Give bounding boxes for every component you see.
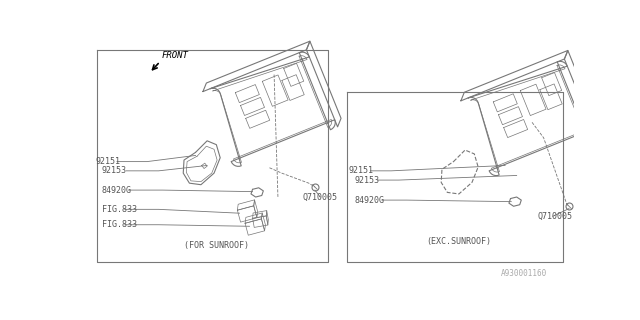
- Text: (FOR SUNROOF): (FOR SUNROOF): [184, 241, 249, 250]
- Text: A930001160: A930001160: [501, 268, 547, 277]
- Text: 92153: 92153: [355, 176, 380, 185]
- Text: 84920G: 84920G: [355, 196, 385, 204]
- Text: 84920G: 84920G: [102, 186, 132, 195]
- Text: FIG.833: FIG.833: [102, 205, 136, 214]
- Text: (EXC.SUNROOF): (EXC.SUNROOF): [426, 237, 492, 246]
- Text: FIG.833: FIG.833: [102, 220, 136, 229]
- Text: Q710005: Q710005: [538, 212, 573, 221]
- Text: 92151: 92151: [95, 157, 120, 166]
- Text: 92153: 92153: [102, 166, 127, 175]
- Text: Q710005: Q710005: [303, 193, 338, 202]
- Text: 92151: 92151: [349, 166, 374, 175]
- Text: FRONT: FRONT: [162, 51, 189, 60]
